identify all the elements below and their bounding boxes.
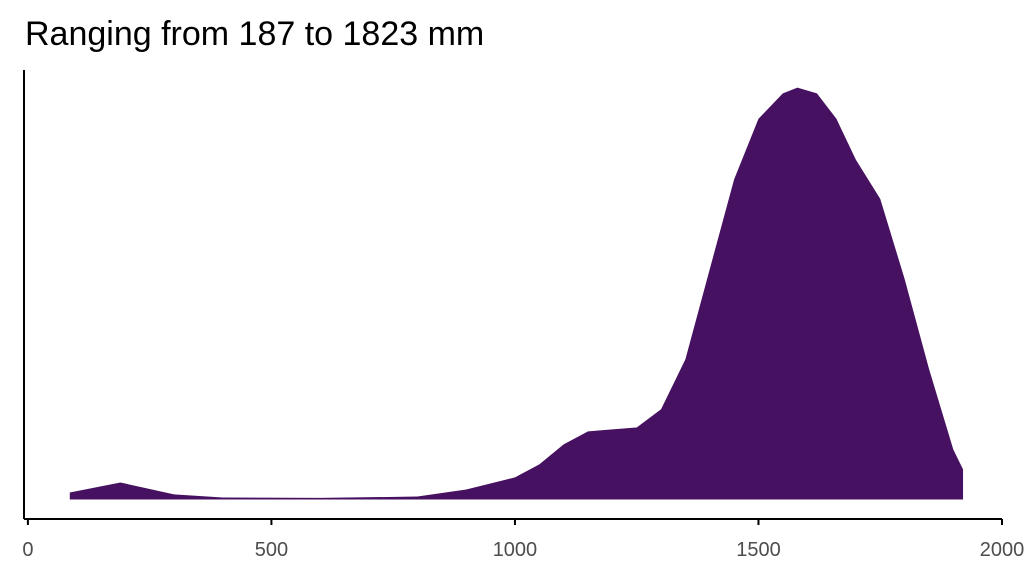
x-tick-label: 1000	[493, 539, 538, 561]
x-tick-label: 0	[22, 539, 33, 561]
x-tick-label: 2000	[980, 539, 1024, 561]
chart-title: Ranging from 187 to 1823 mm	[25, 15, 484, 53]
x-tick-label: 500	[255, 539, 288, 561]
density-area	[69, 87, 964, 500]
x-tick-label: 1500	[736, 539, 781, 561]
